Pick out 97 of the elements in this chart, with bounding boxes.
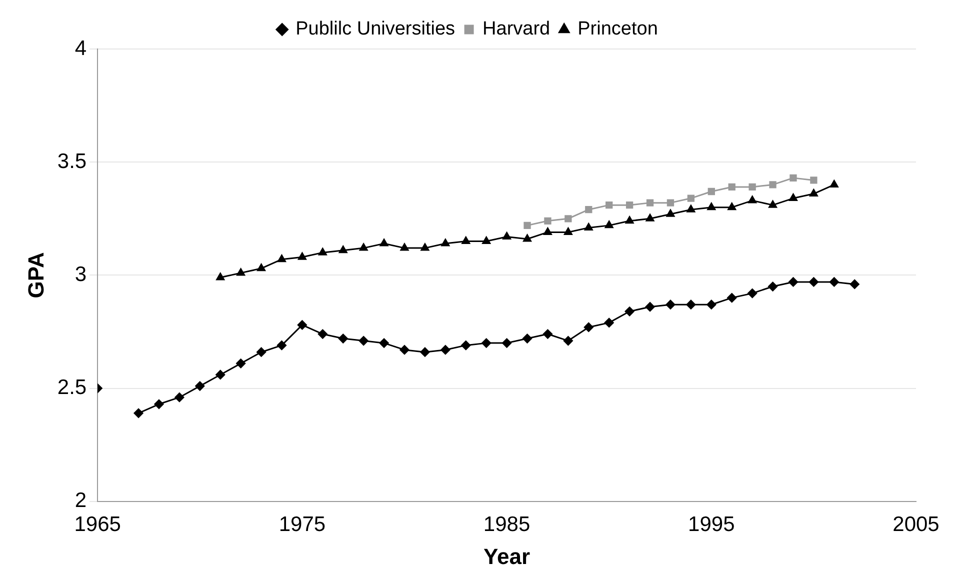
point bbox=[707, 202, 716, 210]
point bbox=[604, 220, 614, 228]
point bbox=[318, 248, 327, 256]
legend-label: Harvard bbox=[482, 18, 550, 40]
point bbox=[666, 300, 676, 310]
point bbox=[809, 189, 818, 197]
point bbox=[829, 277, 839, 287]
point bbox=[278, 254, 286, 262]
point bbox=[544, 217, 552, 224]
point bbox=[624, 306, 634, 316]
point bbox=[502, 232, 512, 240]
point bbox=[524, 222, 531, 230]
point bbox=[728, 183, 736, 191]
point bbox=[236, 268, 246, 276]
point bbox=[808, 277, 818, 287]
point bbox=[379, 338, 389, 348]
point bbox=[585, 206, 592, 214]
point bbox=[195, 381, 205, 391]
point bbox=[850, 280, 860, 289]
point bbox=[542, 329, 552, 339]
point bbox=[789, 194, 798, 202]
point bbox=[420, 243, 430, 251]
point bbox=[482, 236, 491, 244]
x-tick-label: 2005 bbox=[892, 512, 940, 536]
point bbox=[666, 209, 675, 217]
point bbox=[606, 202, 613, 209]
point bbox=[768, 200, 777, 208]
point bbox=[298, 252, 306, 260]
point bbox=[174, 392, 184, 402]
point bbox=[544, 227, 552, 235]
point bbox=[563, 336, 573, 346]
point bbox=[788, 277, 798, 287]
point bbox=[686, 204, 696, 212]
point bbox=[604, 318, 614, 328]
point bbox=[748, 196, 757, 204]
point bbox=[522, 334, 532, 344]
point bbox=[358, 336, 368, 346]
point bbox=[338, 334, 348, 344]
point bbox=[462, 236, 470, 244]
y-tick-label: 2.5 bbox=[57, 376, 87, 400]
legend-label: Princeton bbox=[578, 18, 658, 40]
point bbox=[666, 199, 674, 206]
point bbox=[769, 181, 776, 188]
point bbox=[276, 340, 286, 350]
point bbox=[584, 322, 594, 332]
point bbox=[380, 238, 388, 246]
point bbox=[810, 176, 818, 184]
x-tick-label: 1985 bbox=[483, 512, 530, 536]
point bbox=[154, 399, 164, 409]
point bbox=[686, 300, 696, 310]
point bbox=[564, 215, 572, 222]
point bbox=[440, 345, 450, 355]
point bbox=[256, 347, 266, 357]
point bbox=[216, 272, 225, 280]
y-tick-label: 4 bbox=[74, 36, 87, 60]
x-tick-label: 1995 bbox=[688, 512, 735, 536]
point bbox=[482, 338, 492, 348]
point bbox=[297, 320, 307, 330]
point bbox=[257, 264, 266, 272]
point bbox=[625, 216, 634, 224]
point bbox=[626, 202, 634, 209]
x-tick-label: 1965 bbox=[74, 512, 121, 536]
point bbox=[790, 174, 797, 182]
x-axis-title: Year bbox=[484, 544, 530, 569]
point bbox=[502, 338, 512, 348]
legend-label: Publilc Universities bbox=[296, 18, 456, 40]
point bbox=[400, 345, 410, 355]
y-tick-label: 3 bbox=[74, 262, 87, 286]
point bbox=[420, 347, 430, 357]
point bbox=[338, 246, 348, 254]
point bbox=[706, 300, 716, 310]
point bbox=[564, 227, 572, 235]
point bbox=[748, 288, 758, 298]
point bbox=[318, 329, 328, 339]
point bbox=[687, 194, 695, 202]
point bbox=[645, 302, 655, 312]
point bbox=[523, 234, 532, 242]
point bbox=[461, 340, 471, 350]
point bbox=[441, 238, 450, 246]
point bbox=[216, 370, 226, 380]
point bbox=[400, 243, 409, 251]
point bbox=[708, 188, 715, 196]
point bbox=[830, 180, 838, 188]
y-tick-label: 3.5 bbox=[57, 150, 87, 173]
point bbox=[359, 243, 368, 251]
point bbox=[584, 222, 593, 230]
y-axis-title: GPA bbox=[23, 252, 48, 298]
point bbox=[728, 202, 736, 210]
point bbox=[134, 408, 144, 418]
x-tick-label: 1975 bbox=[278, 512, 326, 536]
point bbox=[646, 199, 654, 206]
point bbox=[236, 358, 246, 368]
point bbox=[727, 293, 737, 303]
y-tick-label: 2 bbox=[74, 489, 87, 512]
point bbox=[748, 183, 756, 191]
point bbox=[646, 214, 654, 222]
point bbox=[768, 282, 778, 292]
